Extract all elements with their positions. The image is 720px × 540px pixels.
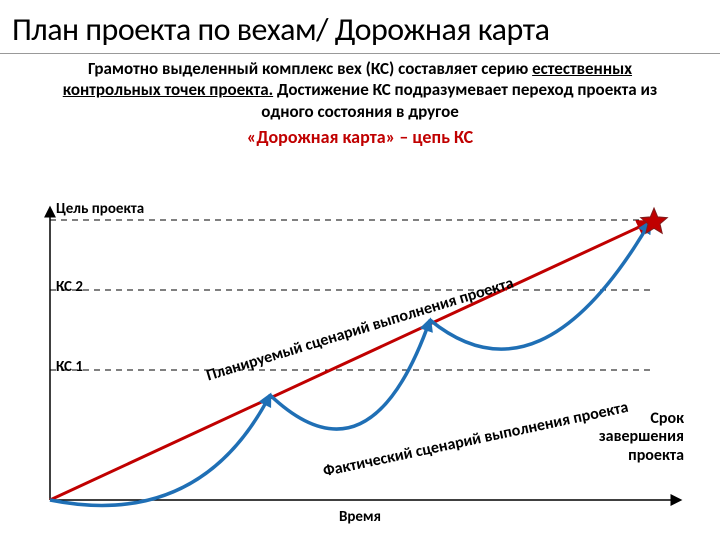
chart-svg	[30, 200, 690, 530]
y-label-kc2: КС 2	[56, 278, 83, 296]
deadline-label: Срок завершения проекта	[564, 410, 684, 465]
y-label-goal: Цель проекта	[56, 200, 144, 218]
intro-part1: Грамотно выделенный комплекс вех (КС) со…	[88, 58, 532, 79]
x-axis-label: Время	[30, 508, 690, 526]
intro-part2: Достижение КС подразумевает переход прое…	[261, 79, 657, 121]
page-title: План проекта по вехам/ Дорожная карта	[0, 0, 720, 54]
roadmap-chart: Цель проекта КС 2 КС 1 Планируемый сцена…	[30, 200, 690, 530]
intro-text: Грамотно выделенный комплекс вех (КС) со…	[0, 54, 720, 124]
roadmap-chain-label: «Дорожная карта» – цепь КС	[0, 124, 720, 154]
y-label-kc1: КС 1	[56, 358, 83, 376]
